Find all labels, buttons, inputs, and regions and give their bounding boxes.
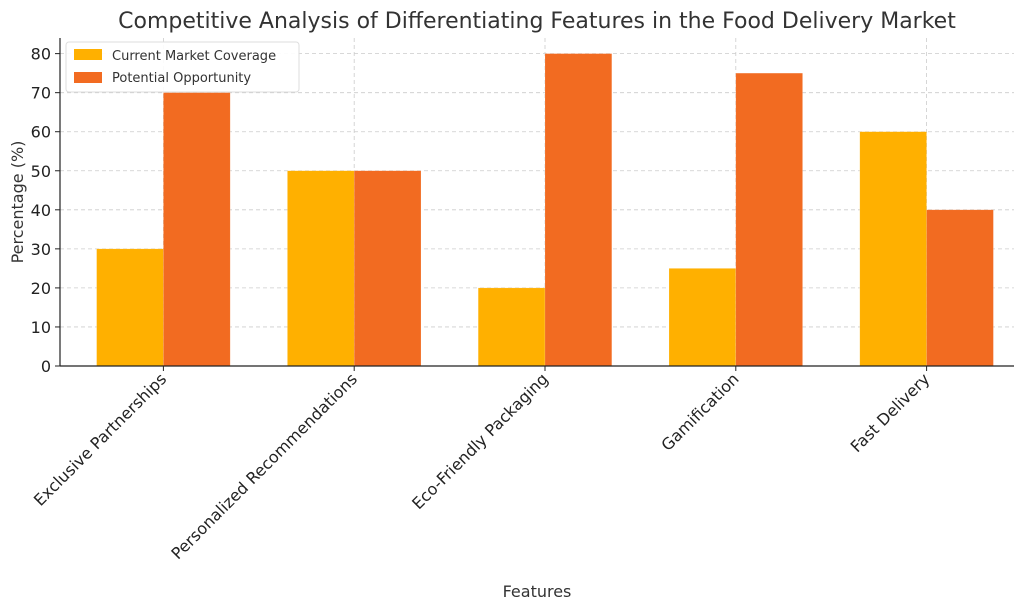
bar-potential (544, 53, 613, 367)
bars (96, 53, 994, 367)
bar-current (859, 131, 927, 367)
bar-potential (163, 92, 231, 367)
legend: Current Market Coverage Potential Opport… (65, 41, 300, 93)
y-tick-label: 50 (31, 162, 51, 181)
x-tick-label: Fast Delivery (847, 369, 934, 456)
x-axis-label: Features (503, 582, 572, 601)
y-axis-label: Percentage (%) (8, 141, 27, 264)
y-tick-label: 70 (31, 84, 51, 103)
y-tick-label: 60 (31, 123, 51, 142)
legend-swatch-current (74, 49, 102, 60)
bar-current (96, 248, 164, 367)
legend-swatch-potential (74, 72, 102, 83)
y-ticks: 0 10 20 30 40 50 60 70 80 (31, 45, 60, 376)
chart-title: Competitive Analysis of Differentiating … (118, 9, 956, 34)
bar-potential (353, 170, 422, 367)
y-tick-label: 80 (31, 45, 51, 64)
bar-potential (926, 209, 994, 367)
legend-label-potential: Potential Opportunity (112, 71, 251, 86)
y-tick-label: 40 (31, 201, 51, 220)
bar-current (287, 170, 355, 367)
x-tick-label: Personalized Recommendations (167, 369, 361, 563)
x-tick-label: Exclusive Partnerships (30, 369, 170, 509)
bar-current (477, 287, 546, 367)
y-tick-label: 10 (31, 318, 51, 337)
legend-label-current: Current Market Coverage (112, 49, 276, 64)
x-tick-label: Gamification (657, 369, 742, 454)
y-tick-label: 30 (31, 240, 51, 259)
x-tick-label: Eco-Friendly Packaging (408, 369, 552, 513)
bar-current (668, 268, 737, 367)
y-tick-label: 0 (41, 357, 51, 376)
bar-potential (735, 72, 803, 367)
y-tick-label: 20 (31, 279, 51, 298)
legend-box (65, 41, 300, 93)
